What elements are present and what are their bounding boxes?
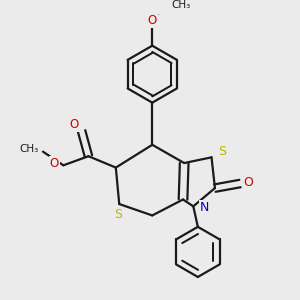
Text: N: N <box>200 201 209 214</box>
Text: S: S <box>114 208 122 221</box>
Text: O: O <box>69 118 78 131</box>
Text: CH₃: CH₃ <box>171 0 190 10</box>
Text: S: S <box>218 145 226 158</box>
Text: CH₃: CH₃ <box>20 144 39 154</box>
Text: O: O <box>50 157 59 169</box>
Text: O: O <box>148 14 157 27</box>
Text: O: O <box>243 176 253 189</box>
